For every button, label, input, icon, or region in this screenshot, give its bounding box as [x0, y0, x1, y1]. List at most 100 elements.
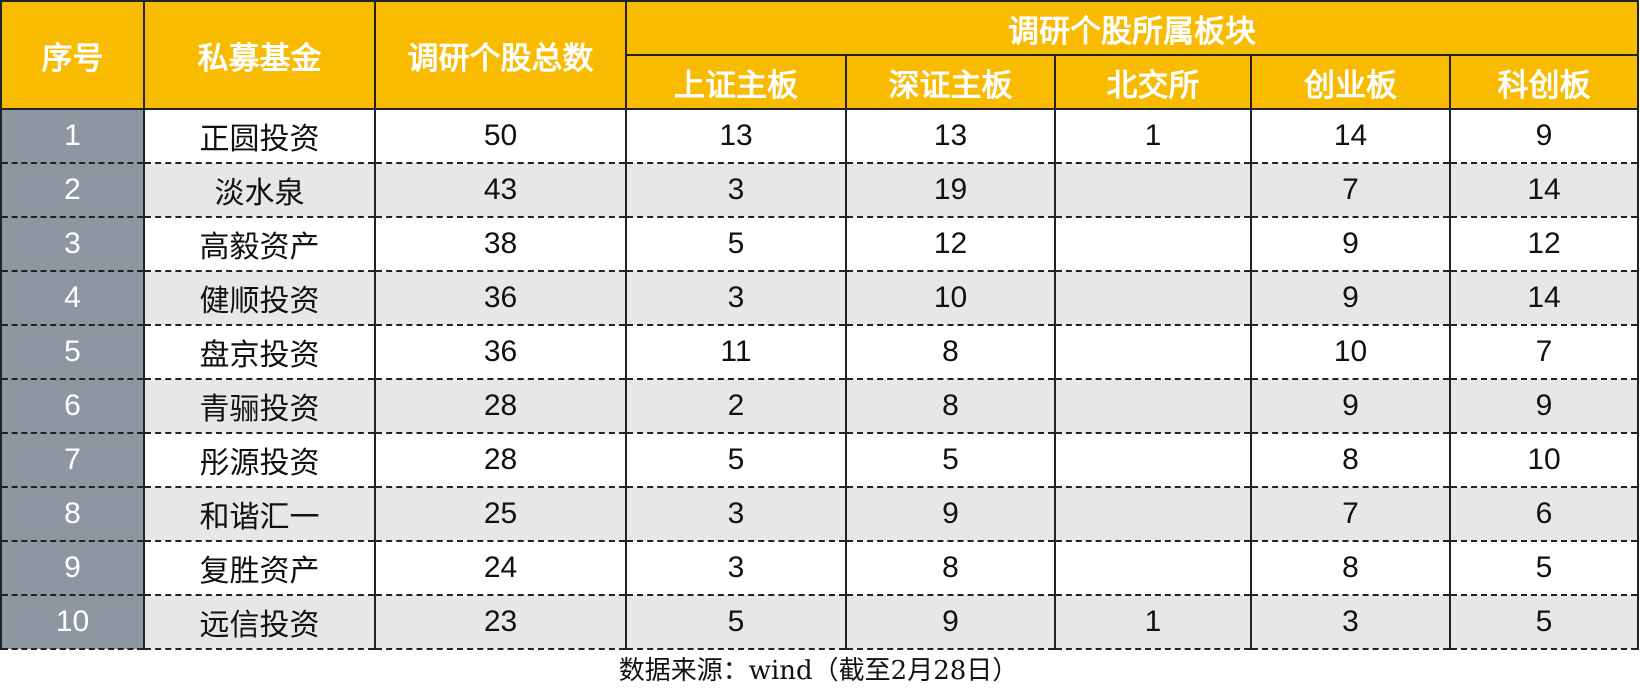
board-count-cell: 9 [1449, 109, 1639, 164]
header-board: 深证主板 [845, 54, 1056, 110]
board-count-cell: 5 [625, 595, 847, 650]
index-cell: 10 [0, 595, 145, 650]
board-count-cell [1054, 271, 1252, 326]
fund-cell: 彤源投资 [143, 433, 376, 488]
header-board-group: 调研个股所属板块 [625, 0, 1639, 56]
board-count-cell: 8 [845, 379, 1056, 434]
board-count-cell: 7 [1250, 163, 1451, 218]
index-cell: 1 [0, 109, 145, 164]
source-note: 数据来源：wind（截至2月28日） [618, 656, 1019, 686]
total-cell: 36 [374, 325, 627, 380]
board-count-cell: 5 [625, 433, 847, 488]
board-count-cell [1054, 487, 1252, 542]
fund-cell: 和谐汇一 [143, 487, 376, 542]
index-cell: 3 [0, 217, 145, 272]
index-cell: 8 [0, 487, 145, 542]
header-index: 序号 [0, 0, 145, 110]
board-count-cell: 13 [625, 109, 847, 164]
fund-cell: 正圆投资 [143, 109, 376, 164]
board-count-cell: 10 [1250, 325, 1451, 380]
board-count-cell [1054, 217, 1252, 272]
total-cell: 28 [374, 379, 627, 434]
board-count-cell: 3 [1250, 595, 1451, 650]
board-count-cell: 8 [845, 541, 1056, 596]
fund-cell: 健顺投资 [143, 271, 376, 326]
fund-research-table: 序号 私募基金 调研个股总数 调研个股所属板块 上证主板 深证主板 北交所 创业… [0, 0, 1639, 650]
header-board: 上证主板 [625, 54, 847, 110]
board-count-cell: 5 [1449, 595, 1639, 650]
board-count-cell: 5 [1449, 541, 1639, 596]
table-row: 9 复胜资产 24 3 8 8 5 [0, 541, 1639, 596]
board-count-cell: 12 [1449, 217, 1639, 272]
header-board: 科创板 [1449, 54, 1639, 110]
board-count-cell: 2 [625, 379, 847, 434]
board-count-cell: 19 [845, 163, 1056, 218]
total-cell: 43 [374, 163, 627, 218]
header-board: 创业板 [1250, 54, 1451, 110]
table-row: 1 正圆投资 50 13 13 1 14 9 [0, 109, 1639, 164]
fund-cell: 青骊投资 [143, 379, 376, 434]
total-cell: 28 [374, 433, 627, 488]
total-cell: 36 [374, 271, 627, 326]
fund-cell: 高毅资产 [143, 217, 376, 272]
board-count-cell [1054, 379, 1252, 434]
board-count-cell: 9 [1250, 379, 1451, 434]
board-count-cell: 14 [1449, 271, 1639, 326]
board-count-cell: 10 [845, 271, 1056, 326]
fund-cell: 远信投资 [143, 595, 376, 650]
board-count-cell: 10 [1449, 433, 1639, 488]
total-cell: 38 [374, 217, 627, 272]
index-cell: 5 [0, 325, 145, 380]
board-count-cell: 5 [845, 433, 1056, 488]
board-count-cell: 5 [625, 217, 847, 272]
fund-cell: 盘京投资 [143, 325, 376, 380]
board-count-cell [1054, 541, 1252, 596]
fund-cell: 复胜资产 [143, 541, 376, 596]
header-total: 调研个股总数 [374, 0, 627, 110]
header-fund: 私募基金 [143, 0, 376, 110]
total-cell: 50 [374, 109, 627, 164]
total-cell: 23 [374, 595, 627, 650]
header-board: 北交所 [1054, 54, 1252, 110]
board-count-cell: 13 [845, 109, 1056, 164]
index-cell: 6 [0, 379, 145, 434]
total-cell: 25 [374, 487, 627, 542]
index-cell: 4 [0, 271, 145, 326]
table-row: 2 淡水泉 43 3 19 7 14 [0, 163, 1639, 218]
board-count-cell: 7 [1250, 487, 1451, 542]
fund-cell: 淡水泉 [143, 163, 376, 218]
board-count-cell: 12 [845, 217, 1056, 272]
index-cell: 9 [0, 541, 145, 596]
board-count-cell [1054, 433, 1252, 488]
board-count-cell: 3 [625, 271, 847, 326]
board-count-cell: 6 [1449, 487, 1639, 542]
table-row: 10 远信投资 23 5 9 1 3 5 [0, 595, 1639, 650]
board-count-cell: 8 [1250, 541, 1451, 596]
board-count-cell: 8 [845, 325, 1056, 380]
board-count-cell: 14 [1449, 163, 1639, 218]
board-count-cell: 9 [1250, 271, 1451, 326]
table-row: 7 彤源投资 28 5 5 8 10 [0, 433, 1639, 488]
board-count-cell: 9 [845, 595, 1056, 650]
board-count-cell: 9 [1250, 217, 1451, 272]
index-cell: 7 [0, 433, 145, 488]
index-cell: 2 [0, 163, 145, 218]
board-count-cell: 1 [1054, 109, 1252, 164]
board-count-cell [1054, 325, 1252, 380]
board-count-cell: 1 [1054, 595, 1252, 650]
board-count-cell [1054, 163, 1252, 218]
board-count-cell: 14 [1250, 109, 1451, 164]
board-count-cell: 9 [845, 487, 1056, 542]
total-cell: 24 [374, 541, 627, 596]
board-count-cell: 9 [1449, 379, 1639, 434]
table-row: 6 青骊投资 28 2 8 9 9 [0, 379, 1639, 434]
board-count-cell: 11 [625, 325, 847, 380]
table-row: 3 高毅资产 38 5 12 9 12 [0, 217, 1639, 272]
table-row: 4 健顺投资 36 3 10 9 14 [0, 271, 1639, 326]
board-count-cell: 7 [1449, 325, 1639, 380]
table-row: 5 盘京投资 36 11 8 10 7 [0, 325, 1639, 380]
board-count-cell: 8 [1250, 433, 1451, 488]
board-count-cell: 3 [625, 163, 847, 218]
board-count-cell: 3 [625, 487, 847, 542]
table-row: 8 和谐汇一 25 3 9 7 6 [0, 487, 1639, 542]
